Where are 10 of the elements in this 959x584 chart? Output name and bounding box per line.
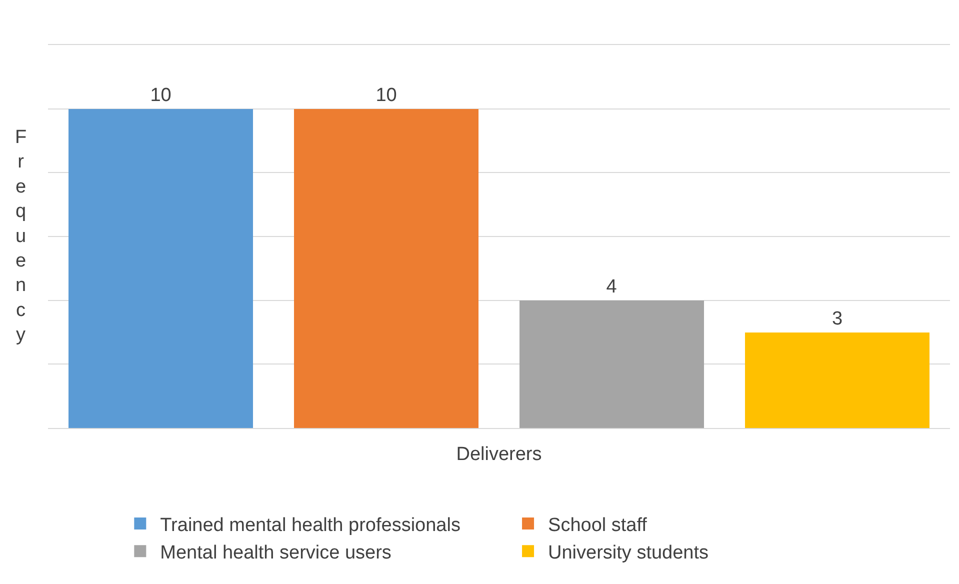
data-label: 10: [376, 84, 397, 106]
data-label: 3: [832, 308, 843, 330]
legend-label: School staff: [548, 514, 648, 536]
data-label: 10: [150, 84, 172, 106]
legend-label: Trained mental health professionals: [160, 514, 460, 536]
data-label: 4: [606, 276, 618, 298]
x-axis-title: Deliverers: [456, 444, 542, 465]
text: Frequency: [15, 127, 27, 346]
legend-label: University students: [548, 542, 709, 564]
legend-label: Mental health service users: [160, 542, 392, 564]
